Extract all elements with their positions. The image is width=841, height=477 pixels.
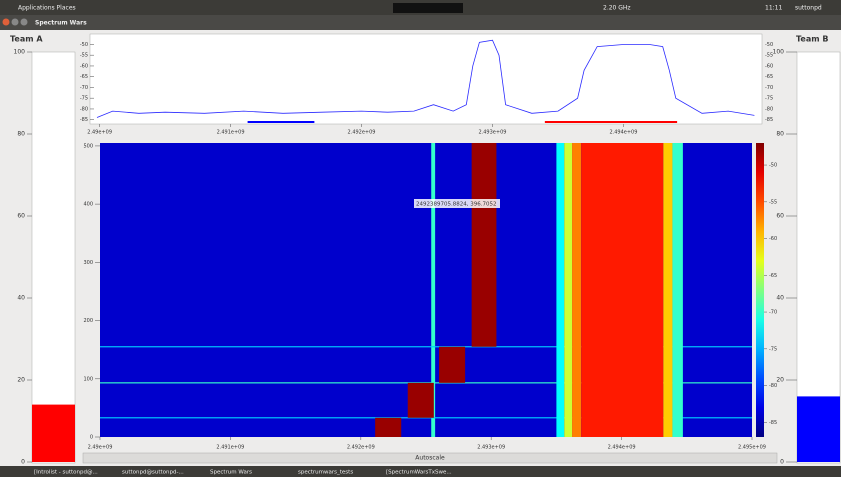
y-tick-label: 0 [21,459,25,466]
y-tick-label: -55 [80,53,88,59]
y-tick-label: 20 [17,377,25,384]
y-tick-label: -65 [80,74,88,80]
y2-tick-label: -60 [765,63,773,69]
y-tick-label: 500 [83,143,93,149]
colorbar-tick-label: -85 [769,420,777,426]
window-title: Spectrum Wars [35,20,87,27]
colorbar-tick-label: -65 [769,273,777,279]
team-b-label: Team B [796,35,828,44]
signal-block [556,143,564,437]
y-tick-label: -75 [80,96,88,102]
signal-block [439,347,465,383]
y2-tick-label: -55 [765,53,773,59]
taskbar-item[interactable]: spectrumwars_tests [298,470,353,476]
y2-tick-label: -50 [765,42,773,48]
signal-block [564,143,572,437]
y-tick-label: 200 [83,318,93,324]
spectrum-frame [90,34,762,124]
score-bar [32,405,75,462]
tooltip: 2492389705.8824, 396.7052 [416,202,496,208]
y-tick-label: 0 [780,459,784,466]
y-tick-label: -50 [80,42,88,48]
y-tick-label: 100 [14,49,26,56]
y-tick-label: 0 [90,435,93,441]
team-a-label: Team A [10,35,43,44]
y-tick-label: -80 [80,106,88,112]
y-tick-label: -60 [80,63,88,69]
cpu-freq: 2.20 GHz [603,5,631,12]
y2-tick-label: -65 [765,74,773,80]
colorbar [756,143,764,437]
y-tick-label: 20 [776,377,784,384]
screen: Applications Places 2.20 GHz 11:11 sutto… [0,0,841,477]
x-tick-label: 2.491e+09 [216,445,244,451]
maximize-button[interactable] [21,19,28,26]
taskbar-item[interactable]: Spectrum Wars [210,470,252,476]
score-bar [797,396,840,462]
y-tick-label: 40 [17,295,25,302]
autoscale-label[interactable]: Autoscale [415,455,445,462]
y2-tick-label: -70 [765,85,773,91]
menu[interactable]: Applications Places [18,5,76,12]
x-tick-label: 2.491e+09 [217,130,245,136]
y-tick-label: 60 [17,213,25,220]
taskbar-item[interactable]: [Introlist - suttonpd@... [34,470,98,476]
y-tick-label: 60 [776,213,784,220]
y-tick-label: 300 [83,260,93,266]
colorbar-tick-label: -50 [769,163,777,169]
minimize-button[interactable] [12,19,19,26]
colorbar-tick-label: -70 [769,310,777,316]
close-button[interactable] [3,19,10,26]
y-tick-label: 40 [776,295,784,302]
y2-tick-label: -75 [765,96,773,102]
signal-block [472,143,497,347]
colorbar-tick-label: -55 [769,199,777,205]
team-a-panel [32,52,75,463]
taskbar-item[interactable]: suttonpd@suttonpd-... [122,470,184,476]
signal-block [375,418,401,437]
y-tick-label: -70 [80,85,88,91]
signal-block [581,143,663,437]
x-tick-label: 2.493e+09 [477,445,505,451]
x-tick-label: 2.49e+09 [88,445,113,451]
y-tick-label: 100 [83,376,93,382]
taskbar-item[interactable]: [SpectrumWarsTxSwe... [386,470,452,476]
x-tick-label: 2.492e+09 [347,445,375,451]
y-tick-label: 100 [773,49,785,56]
x-tick-label: 2.49e+09 [87,130,112,136]
workspace-switcher[interactable] [393,3,463,13]
y-tick-label: 400 [83,202,93,208]
user[interactable]: suttonpd [795,5,822,12]
y2-tick-label: -80 [765,106,773,112]
x-tick-label: 2.494e+09 [608,445,636,451]
signal-block [408,383,434,418]
x-tick-label: 2.493e+09 [478,130,506,136]
title-bar [0,15,841,30]
colorbar-tick-label: -75 [769,346,777,352]
y2-tick-label: -85 [765,117,773,123]
signal-block [663,143,672,437]
y-tick-label: 80 [17,131,25,138]
signal-block [672,143,682,437]
y-tick-label: -85 [80,117,88,123]
y-tick-label: 80 [776,131,784,138]
x-tick-label: 2.495e+09 [738,445,766,451]
clock[interactable]: 11:11 [765,5,782,12]
x-tick-label: 2.492e+09 [348,130,376,136]
colorbar-tick-label: -80 [769,383,777,389]
colorbar-tick-label: -60 [769,236,777,242]
signal-block [572,143,581,437]
x-tick-label: 2.494e+09 [609,130,637,136]
